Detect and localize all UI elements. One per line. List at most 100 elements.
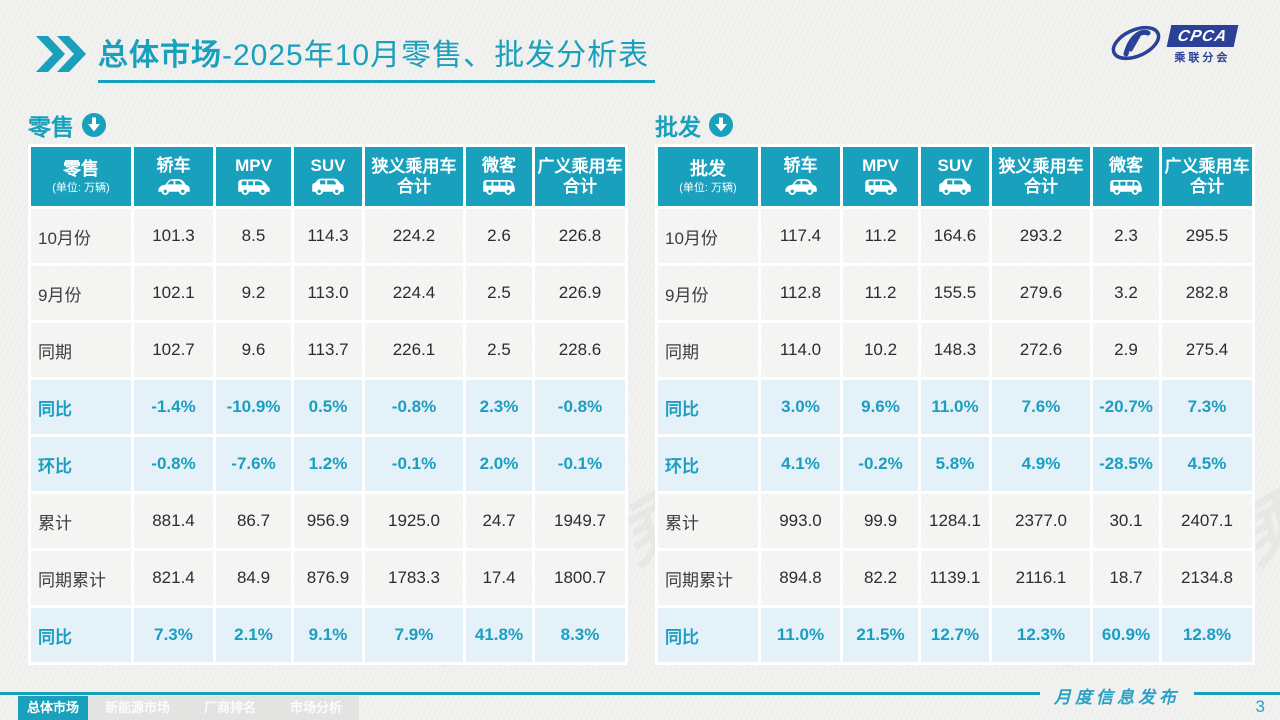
mpv-icon — [864, 179, 897, 196]
cell-value: 102.7 — [134, 323, 213, 377]
table-row: 同比 3.0% 9.6% 11.0% 7.6% -20.7% 7.3% — [658, 380, 1252, 434]
table-row: 同期 114.0 10.2 148.3 272.6 2.9 275.4 — [658, 323, 1252, 377]
tab-market-analysis[interactable]: 市场分析 — [273, 696, 360, 720]
cpca-logo-subtitle: 乘联分会 — [1174, 52, 1231, 64]
column-header: MPV — [216, 147, 291, 206]
cell-value: -0.8% — [535, 380, 625, 434]
cpca-logo-ellipse-icon — [1111, 25, 1160, 61]
cell-value: 1925.0 — [365, 494, 463, 548]
table-row: 环比 -0.8% -7.6% 1.2% -0.1% 2.0% -0.1% — [31, 437, 625, 491]
table-row: 环比 4.1% -0.2% 5.8% 4.9% -28.5% 4.5% — [658, 437, 1252, 491]
cell-value: 2116.1 — [992, 551, 1090, 605]
cell-value: 8.3% — [535, 608, 625, 662]
table-corner-cell: 批发 (单位: 万辆) — [658, 147, 758, 206]
column-header-label: 微客 — [482, 155, 516, 175]
cell-value: 894.8 — [761, 551, 840, 605]
row-label: 环比 — [658, 437, 758, 491]
cell-value: 226.1 — [365, 323, 463, 377]
column-header-label: 广义乘用车 合计 — [537, 156, 623, 196]
cell-value: 30.1 — [1093, 494, 1159, 548]
cell-value: 112.8 — [761, 266, 840, 320]
page-number: 3 — [1255, 697, 1265, 716]
cell-value: 1949.7 — [535, 494, 625, 548]
cell-value: 1783.3 — [365, 551, 463, 605]
corner-section-label: 批发 — [690, 158, 726, 179]
table-row: 10月份 117.4 11.2 164.6 293.2 2.3 295.5 — [658, 209, 1252, 263]
cell-value: 117.4 — [761, 209, 840, 263]
table-row: 同比 -1.4% -10.9% 0.5% -0.8% 2.3% -0.8% — [31, 380, 625, 434]
footer-divider — [0, 692, 1280, 695]
column-header: 轿车 — [134, 147, 213, 206]
column-header-label: 轿车 — [156, 155, 191, 175]
cell-value: 5.8% — [921, 437, 989, 491]
column-header: 广义乘用车 合计 — [1162, 147, 1252, 206]
cell-value: 224.2 — [365, 209, 463, 263]
cell-value: 114.0 — [761, 323, 840, 377]
column-header-label: 微客 — [1109, 155, 1143, 175]
column-header: SUV — [921, 147, 989, 206]
cell-value: 24.7 — [466, 494, 532, 548]
row-label: 环比 — [31, 437, 131, 491]
cell-value: 2407.1 — [1162, 494, 1252, 548]
cell-value: 11.2 — [843, 209, 918, 263]
cell-value: 7.3% — [1162, 380, 1252, 434]
cell-value: 3.0% — [761, 380, 840, 434]
tab-overall-market[interactable]: 总体市场 — [18, 696, 89, 720]
table-row: 9月份 102.1 9.2 113.0 224.4 2.5 226.9 — [31, 266, 625, 320]
cell-value: 7.6% — [992, 380, 1090, 434]
cell-value: 2.3 — [1093, 209, 1159, 263]
row-label: 10月份 — [31, 209, 131, 263]
cell-value: 18.7 — [1093, 551, 1159, 605]
cell-value: 1284.1 — [921, 494, 989, 548]
table-row: 累计 881.4 86.7 956.9 1925.0 24.7 1949.7 — [31, 494, 625, 548]
column-header: 微客 — [1093, 147, 1159, 206]
cell-value: 12.3% — [992, 608, 1090, 662]
column-header: 狭义乘用车 合计 — [365, 147, 463, 206]
column-header: 轿车 — [761, 147, 840, 206]
cell-value: 4.1% — [761, 437, 840, 491]
wholesale-panel: 批发 批发 (单位: 万辆) 轿车 MPV SUV 狭义乘用车 合计 微客 广义乘用车 合计 1… — [655, 108, 1255, 665]
cell-value: 12.8% — [1162, 608, 1252, 662]
cell-value: 113.0 — [294, 266, 362, 320]
table-row: 同比 11.0% 21.5% 12.7% 12.3% 60.9% 12.8% — [658, 608, 1252, 662]
cell-value: 226.9 — [535, 266, 625, 320]
cell-value: 99.9 — [843, 494, 918, 548]
cell-value: 4.5% — [1162, 437, 1252, 491]
cell-value: 956.9 — [294, 494, 362, 548]
table-row: 9月份 112.8 11.2 155.5 279.6 3.2 282.8 — [658, 266, 1252, 320]
cell-value: 1139.1 — [921, 551, 989, 605]
cell-value: -0.8% — [134, 437, 213, 491]
cell-value: 9.2 — [216, 266, 291, 320]
cell-value: -1.4% — [134, 380, 213, 434]
tab-nev-market[interactable]: 新能源市场 — [88, 696, 188, 720]
table-corner-cell: 零售 (单位: 万辆) — [31, 147, 131, 206]
cell-value: 293.2 — [992, 209, 1090, 263]
cell-value: 282.8 — [1162, 266, 1252, 320]
cell-value: -10.9% — [216, 380, 291, 434]
page-title-bold: 总体市场 — [98, 39, 222, 72]
corner-section-label: 零售 — [63, 158, 99, 179]
page-title: 总体市场-2025年10月零售、批发分析表 — [98, 30, 656, 83]
down-arrow-icon — [709, 113, 733, 137]
cpca-logo-text: CPCA — [1166, 25, 1239, 47]
column-header-label: MPV — [235, 155, 272, 175]
table-row: 同期 102.7 9.6 113.7 226.1 2.5 228.6 — [31, 323, 625, 377]
cell-value: 2.5 — [466, 266, 532, 320]
table-row: 累计 993.0 99.9 1284.1 2377.0 30.1 2407.1 — [658, 494, 1252, 548]
cell-value: -0.1% — [535, 437, 625, 491]
double-chevron-icon — [36, 36, 86, 72]
cell-value: -28.5% — [1093, 437, 1159, 491]
wholesale-table: 批发 (单位: 万辆) 轿车 MPV SUV 狭义乘用车 合计 微客 广义乘用车 合计 10月份… — [655, 144, 1255, 665]
table-row: 同比 7.3% 2.1% 9.1% 7.9% 41.8% 8.3% — [31, 608, 625, 662]
column-header-label: 狭义乘用车 合计 — [371, 156, 457, 196]
row-label: 同比 — [658, 608, 758, 662]
suv-icon — [939, 178, 971, 196]
column-header-label: SUV — [937, 155, 973, 175]
column-header-label: 广义乘用车 合计 — [1164, 156, 1250, 196]
cell-value: 113.7 — [294, 323, 362, 377]
table-row: 同期累计 894.8 82.2 1139.1 2116.1 18.7 2134.8 — [658, 551, 1252, 605]
wholesale-section-head: 批发 — [655, 108, 1255, 142]
tab-oem-ranking[interactable]: 厂商排名 — [187, 696, 274, 720]
page-header: 总体市场-2025年10月零售、批发分析表 — [34, 30, 656, 83]
